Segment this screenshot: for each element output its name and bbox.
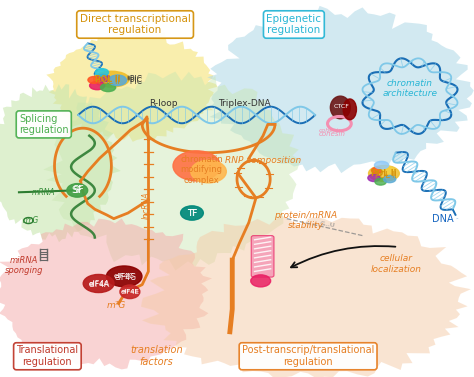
Text: eIF4G: eIF4G (115, 273, 137, 282)
Text: eIF4A: eIF4A (89, 280, 110, 289)
Text: cellular
localization: cellular localization (370, 254, 421, 274)
Text: DNA: DNA (432, 214, 454, 224)
Polygon shape (141, 216, 471, 377)
Text: POL II: POL II (98, 77, 120, 86)
Text: translation
factors: translation factors (130, 345, 183, 367)
Ellipse shape (106, 266, 142, 287)
Ellipse shape (67, 184, 88, 197)
Text: cohesin: cohesin (319, 131, 345, 137)
Text: POL II: POL II (95, 75, 121, 84)
Text: Translational
regulation: Translational regulation (16, 345, 79, 367)
Ellipse shape (97, 74, 110, 82)
Ellipse shape (375, 178, 386, 185)
Ellipse shape (83, 274, 114, 293)
Ellipse shape (109, 75, 127, 86)
Text: eIF4A: eIF4A (89, 280, 109, 287)
Text: POL II: POL II (371, 169, 397, 178)
Text: miRNA
sponging: miRNA sponging (4, 256, 43, 276)
Text: eIF4E: eIF4E (121, 289, 140, 295)
Text: G...U: G...U (319, 221, 335, 228)
Ellipse shape (88, 77, 100, 83)
Ellipse shape (94, 71, 129, 87)
Text: TF: TF (187, 208, 197, 218)
Ellipse shape (181, 206, 203, 220)
Ellipse shape (368, 174, 380, 182)
Text: lncRNA: lncRNA (142, 192, 150, 219)
Text: Direct transcriptional
regulation: Direct transcriptional regulation (80, 14, 191, 35)
Text: *PIC: *PIC (127, 75, 143, 84)
Ellipse shape (95, 69, 109, 76)
Ellipse shape (330, 96, 350, 119)
Polygon shape (0, 84, 121, 242)
Polygon shape (0, 218, 212, 369)
Text: protein/mRNA
stability: protein/mRNA stability (274, 211, 337, 230)
Ellipse shape (251, 275, 271, 287)
Ellipse shape (382, 166, 393, 173)
Ellipse shape (191, 160, 227, 183)
Text: eIF4G: eIF4G (114, 273, 135, 279)
Ellipse shape (368, 166, 399, 181)
Ellipse shape (173, 151, 220, 181)
Text: m⁷G: m⁷G (107, 301, 126, 310)
Ellipse shape (374, 161, 389, 169)
Text: m⁷G: m⁷G (23, 216, 39, 225)
Ellipse shape (90, 81, 105, 90)
FancyBboxPatch shape (251, 236, 274, 277)
Text: Triplex-DNA: Triplex-DNA (218, 99, 271, 108)
Text: *PIC: *PIC (127, 77, 143, 86)
Text: Post-transcrip/translational
regulation: Post-transcrip/translational regulation (242, 345, 374, 367)
Text: chromatin
architecture: chromatin architecture (383, 79, 438, 98)
Text: Epigenetic
regulation: Epigenetic regulation (266, 14, 321, 35)
Text: POL II: POL II (375, 171, 397, 180)
Text: CTCF: CTCF (333, 104, 349, 109)
Text: mRNA: mRNA (32, 188, 55, 197)
Ellipse shape (372, 167, 382, 173)
Polygon shape (43, 72, 299, 271)
Ellipse shape (343, 99, 356, 120)
Polygon shape (207, 6, 474, 173)
Text: SF: SF (73, 185, 84, 195)
Text: TF: TF (187, 208, 197, 218)
Ellipse shape (120, 285, 140, 299)
Ellipse shape (383, 176, 396, 183)
Text: R-loop: R-loop (149, 99, 178, 108)
Text: chromatin
modifying
complex: chromatin modifying complex (180, 155, 223, 185)
Text: SF: SF (72, 186, 82, 195)
Ellipse shape (100, 83, 116, 92)
Text: Splicing
regulation: Splicing regulation (19, 113, 69, 135)
Text: eIF4E: eIF4E (121, 289, 138, 294)
Polygon shape (46, 32, 218, 142)
Text: RNP composition: RNP composition (225, 156, 301, 165)
Text: cohesin: cohesin (319, 127, 343, 133)
